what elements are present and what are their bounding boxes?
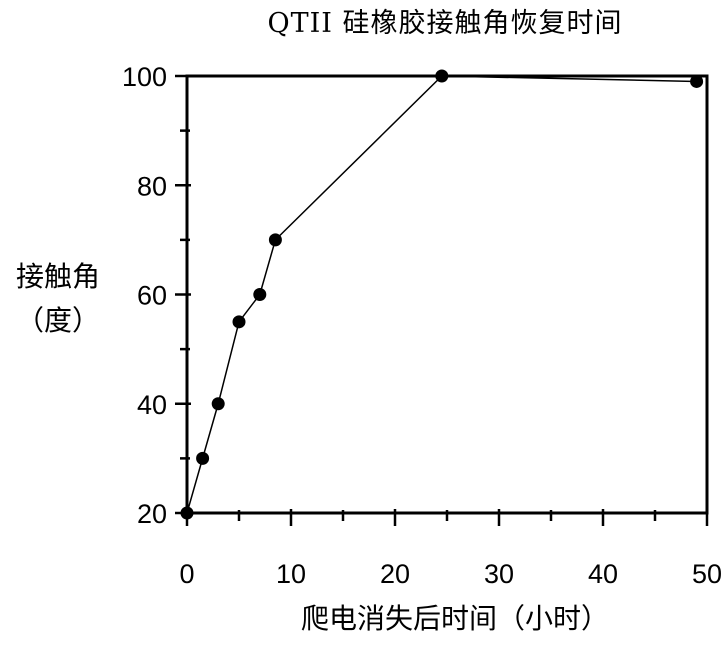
x-tick-label: 40 — [588, 559, 618, 589]
chart-title: QTII 硅橡胶接触角恢复时间 — [267, 8, 622, 39]
y-tick-label: 40 — [137, 390, 167, 420]
data-point — [253, 288, 267, 301]
series — [180, 69, 704, 520]
x-tick-label: 50 — [692, 559, 722, 589]
y-tick-label: 80 — [137, 171, 167, 201]
y-tick-label: 20 — [137, 499, 167, 529]
y-tick-label: 100 — [122, 62, 167, 92]
x-tick-label: 10 — [276, 559, 306, 589]
data-point — [435, 69, 449, 83]
data-point — [690, 74, 704, 88]
data-point — [180, 506, 194, 520]
data-point — [232, 315, 246, 329]
data-point — [268, 233, 282, 247]
series-line — [186, 75, 697, 514]
y-axis-label-line2: （度） — [16, 304, 100, 337]
ticks: 20 40 60 80 100 0 10 20 30 40 50 — [122, 62, 722, 589]
x-axis-label: 爬电消失后时间（小时） — [301, 602, 609, 635]
x-tick-label: 20 — [380, 559, 410, 589]
x-tick-label: 0 — [179, 559, 194, 589]
x-tick-label: 30 — [484, 559, 514, 589]
data-point — [211, 397, 225, 411]
y-tick-label: 60 — [137, 281, 167, 311]
data-point — [196, 451, 210, 465]
y-axis-label-line1: 接触角 — [16, 260, 100, 293]
